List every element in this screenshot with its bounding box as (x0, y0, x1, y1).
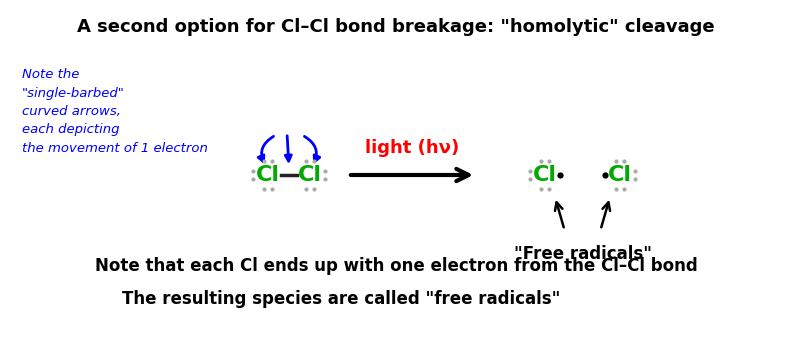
Text: The resulting species are called "free radicals": The resulting species are called "free r… (122, 290, 560, 308)
Text: Note that each Cl ends up with one electron from the Cl–Cl bond: Note that each Cl ends up with one elect… (94, 257, 698, 275)
Text: light (hν): light (hν) (365, 139, 459, 157)
Text: Cl: Cl (256, 165, 280, 185)
Text: Cl: Cl (298, 165, 322, 185)
Text: Cl: Cl (608, 165, 632, 185)
Text: Cl: Cl (533, 165, 557, 185)
Text: A second option for Cl–Cl bond breakage: "homolytic" cleavage: A second option for Cl–Cl bond breakage:… (77, 18, 715, 36)
Text: "Free radicals": "Free radicals" (513, 245, 652, 263)
Text: Note the
"single-barbed"
curved arrows,
each depicting
the movement of 1 electro: Note the "single-barbed" curved arrows, … (22, 68, 208, 155)
